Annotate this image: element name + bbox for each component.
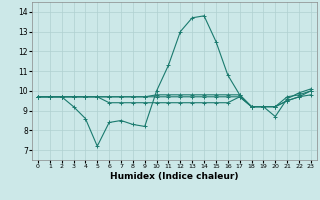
X-axis label: Humidex (Indice chaleur): Humidex (Indice chaleur) bbox=[110, 172, 239, 181]
